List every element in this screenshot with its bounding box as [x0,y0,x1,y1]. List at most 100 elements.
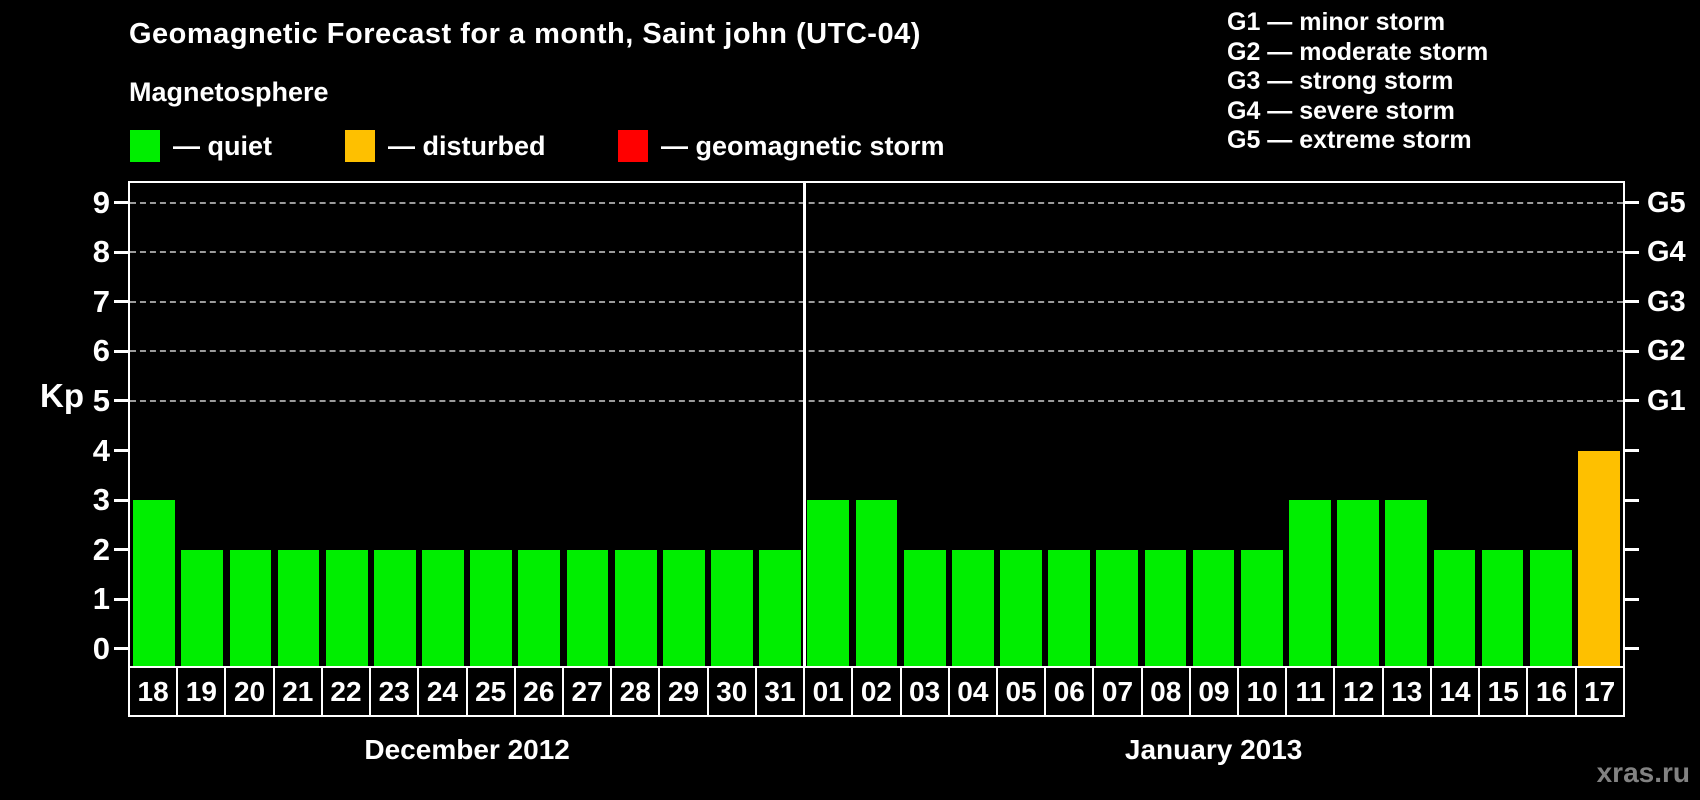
kp-bar-day-31 [759,549,802,666]
date-cell-02: 02 [853,668,902,715]
gridline-kp-7 [130,300,1623,303]
date-cell-13: 13 [1384,668,1432,715]
date-cell-28: 28 [612,668,661,715]
y-axis-label-9: 9 [92,184,110,220]
y-axis-label-7: 7 [92,283,110,319]
kp-bar-day-07 [1096,549,1139,666]
y-axis-tick-left-3 [114,498,128,502]
date-cell-31: 31 [757,668,806,715]
y-axis-tick-left-9 [114,201,128,205]
legend-label-disturbed: — disturbed [388,130,546,161]
y-axis-tick-right-7 [1625,300,1639,304]
date-cell-12: 12 [1335,668,1384,715]
y-axis-tick-right-1 [1625,597,1639,601]
y-axis-tick-right-0 [1625,647,1639,651]
kp-bar-day-06 [1048,549,1090,666]
date-cell-18: 18 [130,668,179,715]
date-cell-22: 22 [323,668,372,715]
date-cell-27: 27 [564,668,613,715]
date-cell-23: 23 [371,668,420,715]
legend-label-quiet: — quiet [173,130,272,161]
date-cell-29: 29 [660,668,709,715]
y-axis-label-6: 6 [92,333,110,369]
date-cell-20: 20 [226,668,275,715]
right-axis-label-g1: G1 [1647,384,1686,417]
date-cell-30: 30 [709,668,757,715]
y-axis-title: Kp [40,377,84,414]
date-cell-11: 11 [1287,668,1336,715]
kp-bar-day-20 [229,549,272,666]
kp-bar-day-08 [1144,549,1187,666]
y-axis-tick-right-5 [1625,399,1639,403]
date-cell-21: 21 [275,668,323,715]
y-axis-tick-left-1 [114,597,128,601]
magnetosphere-legend-title: Magnetosphere [129,77,329,107]
month-label-1: January 2013 [1124,734,1303,765]
kp-bar-day-01 [807,500,850,666]
month-divider-0 [802,183,806,666]
date-cell-09: 09 [1191,668,1240,715]
g2-scale-line: G2 — moderate storm [1227,37,1489,66]
date-cell-25: 25 [468,668,516,715]
y-axis-tick-right-2 [1625,548,1639,552]
right-axis-label-g4: G4 [1647,236,1686,269]
legend-item-disturbed: — disturbed [345,130,546,162]
kp-bar-day-30 [711,549,753,666]
y-axis-label-2: 2 [92,531,110,567]
date-cell-05: 05 [998,668,1047,715]
date-cell-26: 26 [516,668,564,715]
y-axis-tick-right-6 [1625,349,1639,353]
date-cell-15: 15 [1480,668,1529,715]
kp-bar-day-29 [662,549,705,666]
disturbed-color-swatch-icon [345,130,375,162]
month-label-0: December 2012 [364,734,570,765]
date-cell-08: 08 [1143,668,1191,715]
gridline-kp-5 [130,399,1623,402]
y-axis-tick-right-3 [1625,498,1639,502]
right-axis-label-g3: G3 [1647,285,1686,318]
quiet-color-swatch-icon [130,130,160,162]
legend-item-quiet: — quiet [130,130,272,162]
g4-scale-line: G4 — severe storm [1227,96,1455,125]
y-axis-tick-right-4 [1625,449,1639,452]
kp-bar-day-21 [277,549,320,666]
right-axis-label-g2: G2 [1647,335,1686,368]
date-cell-17: 17 [1584,675,1616,707]
kp-bar-day-27 [566,549,609,666]
date-axis-row: 18 19 20 21 22 23 24 25 26 27 28 29 30 31 01 02 03 04 05 06… [128,666,1625,717]
kp-bar-day-18 [133,500,175,666]
y-axis-tick-left-7 [114,300,128,304]
right-axis-label-g5: G5 [1647,186,1686,219]
kp-bar-day-03 [903,549,946,666]
date-cell-01: 01 [805,668,854,715]
kp-bar-day-23 [374,549,416,666]
y-axis-tick-left-0 [114,647,128,651]
kp-bar-day-09 [1192,549,1235,666]
kp-bar-day-11 [1289,500,1331,666]
date-cell-07: 07 [1094,668,1143,715]
y-axis-tick-left-4 [114,449,128,452]
date-cell-24: 24 [419,668,468,715]
g1-scale-line: G1 — minor storm [1227,8,1446,36]
y-axis-tick-right-8 [1625,250,1639,254]
y-axis-label-8: 8 [92,234,110,270]
gridline-kp-9 [130,201,1623,204]
kp-bar-day-22 [325,549,368,666]
kp-bar-day-05 [1000,549,1042,666]
y-axis-label-0: 0 [92,630,110,666]
kp-bar-day-04 [951,549,994,666]
kp-bar-day-13 [1385,500,1428,666]
date-cell-04: 04 [950,668,998,715]
kp-bar-day-16 [1529,549,1572,666]
y-axis-tick-left-5 [114,399,128,403]
g-scale-legend: G1 — minor storm G2 — moderate storm G3 … [1227,8,1488,156]
gridline-kp-8 [130,251,1623,254]
kp-bar-day-12 [1337,500,1379,666]
y-axis-tick-left-6 [114,349,128,353]
date-cell-06: 06 [1046,668,1095,715]
g3-scale-line: G3 — strong storm [1227,67,1454,95]
date-cell-03: 03 [902,668,950,715]
legend-item-storm: — geomagnetic storm [618,130,945,162]
date-cell-14: 14 [1432,668,1481,715]
